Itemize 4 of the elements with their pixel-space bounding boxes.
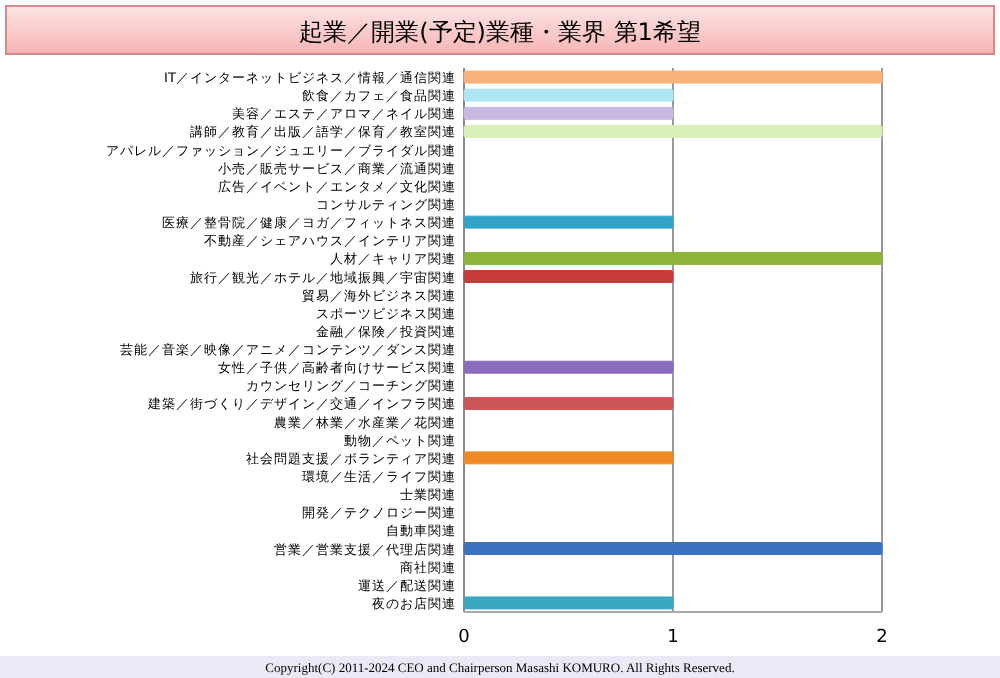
chart-title: 起業／開業(予定)業種・業界 第1希望 [299, 18, 701, 46]
x-tick-label: 2 [876, 628, 888, 648]
x-tick-label: 0 [458, 628, 471, 648]
x-tick-label: 1 [667, 628, 679, 648]
